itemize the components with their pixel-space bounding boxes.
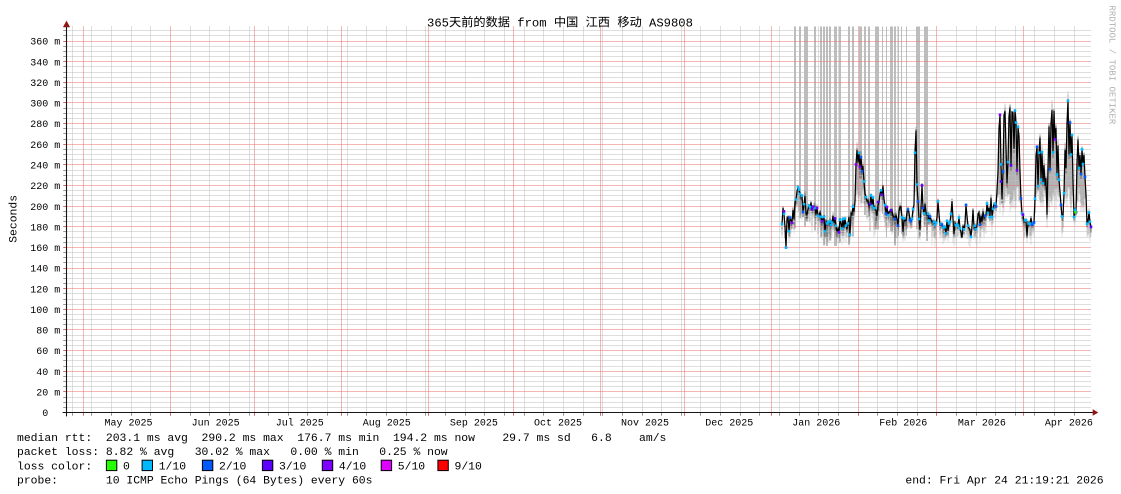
svg-text:9/10: 9/10	[455, 461, 483, 473]
svg-text:20: 20	[36, 388, 48, 399]
svg-text:Nov 2025: Nov 2025	[621, 418, 669, 429]
svg-text:180: 180	[30, 223, 48, 234]
svg-text:Feb 2026: Feb 2026	[879, 417, 927, 429]
svg-text:340: 340	[30, 58, 48, 69]
svg-text:May 2025: May 2025	[105, 418, 153, 429]
svg-text:Jan 2026: Jan 2026	[792, 418, 840, 429]
svg-text:40: 40	[36, 368, 48, 379]
svg-text:probe: 10 ICMP Echo Ping: probe: 10 ICMP Echo Pings (64 Bytes) eve…	[17, 476, 372, 488]
svg-text:120: 120	[30, 285, 48, 296]
svg-text:m: m	[54, 58, 60, 69]
svg-text:AS9808: AS9808	[649, 16, 693, 30]
svg-text:m: m	[54, 120, 60, 131]
svg-text:m: m	[54, 141, 60, 152]
svg-text:m: m	[54, 285, 60, 296]
svg-text:Jun 2025: Jun 2025	[192, 418, 240, 429]
svg-text:m: m	[54, 306, 60, 317]
svg-text:360: 360	[30, 38, 48, 49]
svg-text:from: from	[510, 16, 554, 30]
svg-text:100: 100	[30, 306, 48, 317]
svg-text:m: m	[54, 38, 60, 49]
svg-text:260: 260	[30, 141, 48, 152]
svg-text:m: m	[54, 203, 60, 214]
svg-text:4/10: 4/10	[339, 461, 367, 473]
svg-text:packet loss: 8.82 % avg 30.0: packet loss: 8.82 % avg 30.02 % max 0.00…	[17, 447, 448, 459]
svg-text:140: 140	[30, 265, 48, 276]
svg-text:end: Fri Apr 24 21:19:21 2026: end: Fri Apr 24 21:19:21 2026	[905, 476, 1103, 488]
svg-text:3/10: 3/10	[279, 461, 307, 473]
svg-text:60: 60	[36, 347, 48, 358]
svg-text:Mar 2026: Mar 2026	[958, 418, 1006, 429]
svg-text:m: m	[54, 161, 60, 172]
svg-text:loss color:: loss color:	[17, 461, 92, 473]
svg-text:m: m	[54, 100, 60, 111]
svg-text:m: m	[54, 79, 60, 90]
svg-text:0: 0	[123, 461, 130, 473]
svg-text:m: m	[54, 368, 60, 379]
svg-text:m: m	[54, 244, 60, 255]
svg-text:160: 160	[30, 244, 48, 255]
svg-text:300: 300	[30, 100, 48, 111]
svg-text:Apr 2026: Apr 2026	[1045, 418, 1093, 429]
svg-text:200: 200	[30, 203, 48, 214]
svg-text:Jul 2025: Jul 2025	[276, 417, 324, 429]
svg-text:m: m	[54, 182, 60, 193]
svg-text:220: 220	[30, 182, 48, 193]
svg-text:80: 80	[36, 327, 48, 338]
svg-text:m: m	[54, 347, 60, 358]
svg-text:Seconds: Seconds	[9, 195, 21, 243]
svg-text:1/10: 1/10	[159, 461, 187, 473]
svg-text:Sep 2025: Sep 2025	[450, 418, 498, 429]
svg-text:320: 320	[30, 79, 48, 90]
svg-text:m: m	[54, 327, 60, 338]
svg-text:240: 240	[30, 161, 48, 172]
svg-text:Dec 2025: Dec 2025	[705, 418, 753, 429]
svg-text:Aug 2025: Aug 2025	[363, 418, 411, 429]
svg-text:RRDTOOL / TOBI OETIKER: RRDTOOL / TOBI OETIKER	[1107, 6, 1117, 125]
svg-text:m: m	[54, 388, 60, 399]
svg-text:Oct 2025: Oct 2025	[534, 418, 582, 429]
svg-text:0: 0	[42, 409, 48, 420]
svg-text:365: 365	[427, 16, 449, 30]
svg-text:5/10: 5/10	[398, 461, 426, 473]
svg-text:median rtt: 203.1 ms avg 290: median rtt: 203.1 ms avg 290.2 ms max 17…	[17, 433, 666, 445]
svg-text:2/10: 2/10	[219, 461, 247, 473]
svg-text:m: m	[54, 265, 60, 276]
svg-text:280: 280	[30, 120, 48, 131]
svg-text:m: m	[54, 223, 60, 234]
